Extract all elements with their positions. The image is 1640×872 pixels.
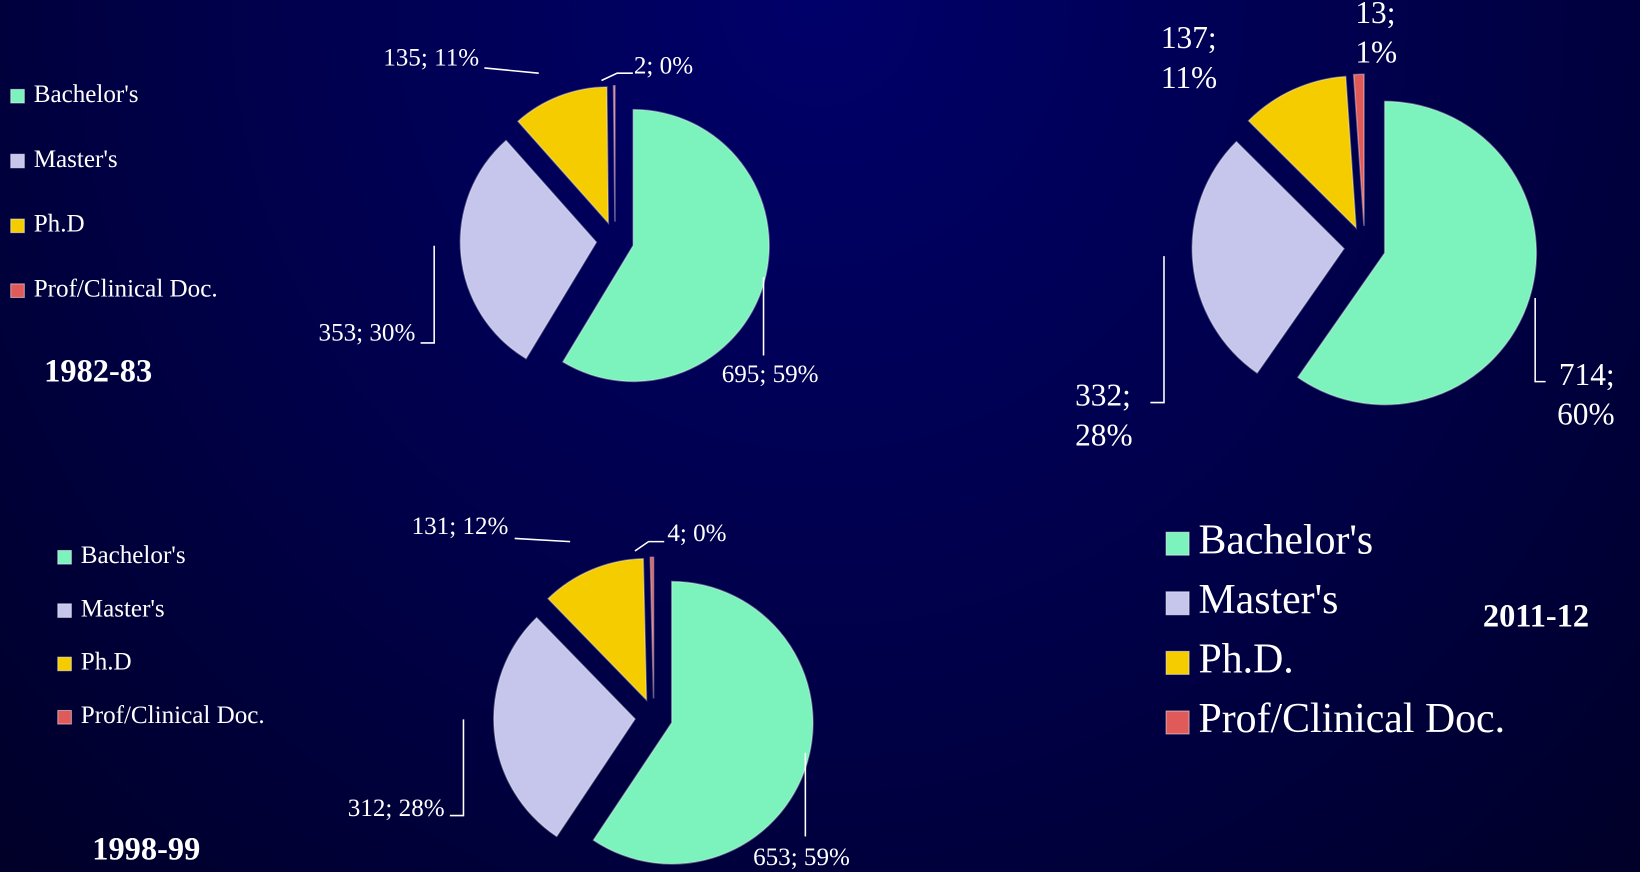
- data-label: 714; 60%: [1557, 357, 1615, 432]
- pie-slice: [1247, 75, 1357, 230]
- pie-slice: [1191, 140, 1345, 375]
- leader-line: [420, 245, 435, 344]
- data-label-box: 714; 60%: [1557, 357, 1615, 432]
- pie-slice: [592, 580, 814, 865]
- legend-label: Prof/Clinical Doc.: [1198, 696, 1505, 742]
- data-label: 131; 12%: [412, 513, 509, 540]
- pie-slice: [516, 86, 610, 226]
- data-label: 2; 0%: [634, 53, 693, 80]
- leader-line: [1534, 297, 1546, 383]
- leader-line: [601, 72, 633, 82]
- legend-marker: [10, 218, 25, 234]
- chart-title: 1982-83: [44, 354, 152, 390]
- legend-marker: [10, 88, 25, 104]
- pie-slice: [612, 84, 616, 222]
- legend-marker: [1165, 531, 1190, 556]
- pie-slice: [493, 616, 637, 838]
- legend-label: Ph.D: [34, 211, 85, 238]
- data-label: 137; 11%: [1160, 20, 1218, 95]
- pie-slice: [546, 557, 648, 702]
- data-label: 695; 59%: [722, 361, 819, 388]
- legend-label: Ph.D: [81, 649, 132, 676]
- legend-marker: [57, 709, 72, 725]
- legend-label: Master's: [34, 146, 118, 173]
- leader-line: [484, 67, 539, 74]
- data-label: 4; 0%: [667, 520, 726, 547]
- legend-marker: [57, 549, 72, 565]
- chart-title: 1998-99: [92, 832, 200, 868]
- legend-label: Bachelor's: [1198, 517, 1373, 563]
- data-label: 353; 30%: [319, 319, 416, 346]
- leader-line: [634, 540, 665, 552]
- leader-line: [1150, 256, 1165, 404]
- data-label: 332; 28%: [1075, 378, 1133, 453]
- legend-label: Prof/Clinical Doc.: [34, 275, 218, 302]
- data-label: 312; 28%: [348, 795, 445, 822]
- data-label-box: 13; 1%: [1355, 0, 1398, 70]
- legend-marker: [57, 656, 72, 672]
- legend-marker: [1165, 710, 1190, 735]
- legend-marker: [1165, 591, 1190, 616]
- legend-label: Prof/Clinical Doc.: [81, 702, 265, 729]
- legend-marker: [10, 153, 25, 169]
- legend-label: Bachelor's: [34, 81, 139, 108]
- data-label: 13; 1%: [1355, 0, 1398, 70]
- legend-label: Ph.D.: [1198, 636, 1293, 682]
- pie-slice: [649, 556, 655, 699]
- legend-label: Master's: [1198, 577, 1338, 623]
- chart-title: 2011-12: [1483, 598, 1589, 634]
- legend-marker: [57, 603, 72, 618]
- pie-slice: [1352, 73, 1365, 226]
- leader-line: [449, 719, 465, 817]
- data-label: 653; 59%: [753, 844, 850, 871]
- legend-marker: [10, 283, 25, 298]
- data-label-box: 137; 11%: [1160, 20, 1218, 95]
- data-label-box: 332; 28%: [1075, 378, 1133, 453]
- data-label: 135; 11%: [383, 44, 479, 71]
- legend-marker: [1165, 650, 1190, 675]
- legend-label: Master's: [81, 595, 165, 622]
- pie-slice: [459, 139, 598, 360]
- legend-label: Bachelor's: [81, 542, 186, 569]
- leader-line: [514, 537, 571, 543]
- pie-slice: [1296, 100, 1538, 406]
